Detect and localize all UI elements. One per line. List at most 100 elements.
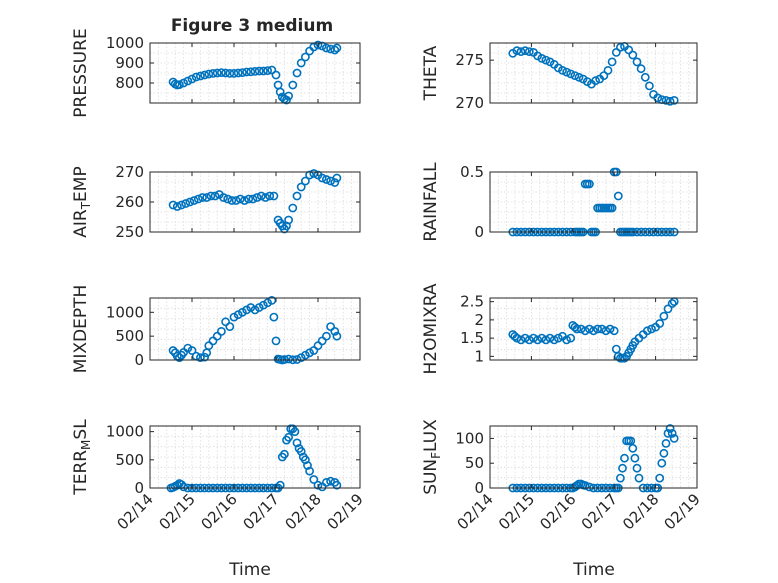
data-point	[200, 352, 209, 362]
data-point	[659, 448, 669, 458]
data-point	[313, 480, 323, 490]
data-point	[576, 324, 586, 334]
data-point	[628, 443, 638, 453]
y-axis-label: MIXDEPTH	[71, 285, 91, 374]
x-tick-label: 02/15	[156, 490, 199, 533]
subplot-mixdepth: 0 500 1000 MIXDEPTH	[71, 285, 361, 374]
data-point	[179, 482, 188, 492]
data-point	[562, 67, 571, 77]
data-point	[181, 199, 191, 208]
y-tick-label: 270	[455, 94, 484, 112]
data-point	[305, 170, 314, 180]
data-point	[663, 304, 673, 314]
data-point	[300, 176, 310, 186]
data-point	[669, 96, 679, 105]
data-point	[258, 66, 268, 76]
axes-box	[489, 171, 698, 233]
x-tick-label: 02/16	[198, 490, 241, 533]
data-point	[537, 333, 547, 343]
data-point	[667, 428, 677, 438]
data-point	[330, 45, 340, 55]
data-point	[216, 326, 226, 336]
data-point	[189, 196, 199, 205]
data-point	[591, 76, 600, 86]
data-point	[288, 80, 298, 90]
y-tick-label: 1.5	[460, 329, 484, 347]
data-point	[642, 326, 652, 336]
y-tick-label: 800	[115, 74, 144, 92]
data-point	[647, 324, 656, 334]
data-point	[645, 81, 654, 91]
data-point	[332, 43, 342, 53]
data-point	[210, 191, 220, 201]
data-point	[330, 326, 340, 336]
data-point	[616, 42, 625, 52]
data-point	[572, 324, 582, 334]
y-tick-label: 275	[455, 51, 484, 69]
data-point	[589, 326, 598, 336]
data-point	[524, 47, 534, 56]
series-points	[508, 42, 679, 106]
data-point	[620, 353, 629, 363]
y-tick-label: 0.5	[460, 163, 484, 181]
data-point	[541, 55, 551, 65]
data-point	[659, 311, 669, 321]
subplot-pressure: 800 900 1000 PRESSURE	[71, 28, 361, 118]
y-tick-label: 1000	[106, 303, 144, 321]
data-point	[179, 78, 188, 88]
data-point	[613, 191, 623, 201]
data-point	[183, 76, 193, 86]
data-point	[669, 433, 679, 443]
series-points	[168, 169, 342, 234]
data-point	[229, 69, 239, 78]
x-tick-label: 02/19	[661, 490, 704, 533]
data-point	[580, 481, 590, 490]
data-point	[250, 67, 260, 76]
data-point	[585, 324, 594, 334]
data-point	[244, 194, 254, 204]
grid	[149, 43, 361, 103]
subplot-rainfall: 0 0.5 RAINFALL	[421, 162, 698, 242]
data-point	[267, 295, 277, 305]
y-tick-label: 1000	[106, 34, 144, 52]
axes-box	[149, 42, 361, 104]
grid	[489, 172, 698, 232]
data-point	[187, 346, 197, 355]
data-point	[292, 68, 302, 78]
data-point	[332, 480, 342, 490]
data-point	[317, 173, 327, 183]
data-point	[198, 193, 207, 202]
data-point	[634, 473, 644, 483]
data-point	[195, 353, 205, 362]
axes-box	[149, 297, 361, 361]
data-point	[630, 453, 640, 463]
data-point	[193, 194, 203, 204]
subplot-h2omixra: 11.522.5 H2OMIXRA	[421, 283, 698, 375]
data-point	[620, 453, 629, 463]
data-point	[632, 57, 642, 67]
data-point	[628, 50, 638, 60]
data-point	[663, 428, 673, 438]
data-point	[321, 331, 331, 341]
grid	[149, 172, 361, 232]
y-tick-label: 0	[134, 479, 144, 497]
y-tick-label: 500	[115, 327, 144, 345]
data-point	[545, 333, 555, 343]
data-point	[632, 463, 642, 473]
series-points	[168, 40, 342, 105]
y-tick-label: 0	[474, 479, 484, 497]
axes-box	[149, 425, 361, 489]
data-point	[300, 52, 310, 62]
data-point	[168, 346, 178, 355]
data-point	[296, 182, 306, 192]
data-point	[566, 333, 576, 343]
y-axis-label: TERRMSL	[71, 419, 93, 496]
y-axis-label: AIRTEMP	[71, 166, 93, 237]
data-point	[256, 191, 266, 201]
axes-box	[489, 425, 698, 489]
data-point	[261, 193, 270, 202]
data-point	[271, 70, 281, 80]
y-tick-label: 1	[474, 347, 484, 365]
data-point	[657, 458, 667, 468]
